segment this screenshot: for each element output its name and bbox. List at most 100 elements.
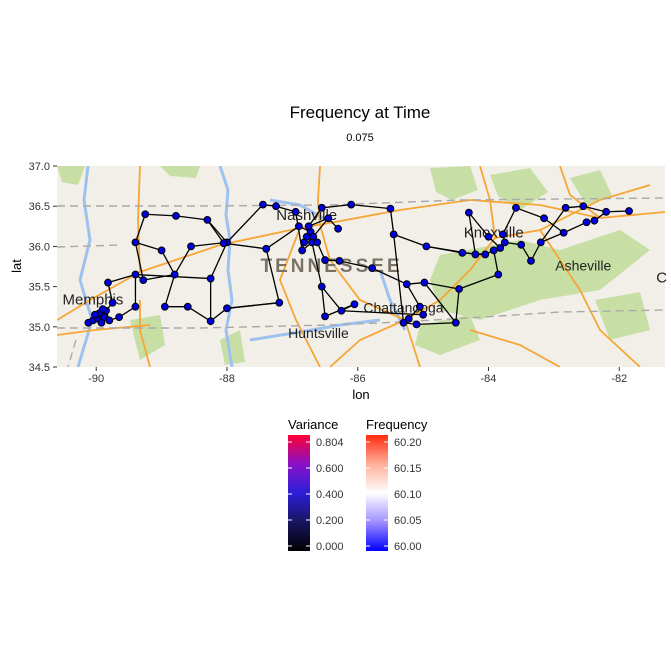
x-tick-label: -82 — [611, 373, 627, 385]
network-node — [579, 202, 588, 211]
network-node — [298, 246, 307, 255]
network-node — [139, 276, 148, 285]
network-node — [389, 230, 398, 239]
network-edge — [371, 267, 408, 285]
x-axis: -90 -88 -86 -84 -82 — [88, 367, 627, 385]
legend-tick-label: 0.000 — [316, 541, 344, 553]
x-tick-label: -90 — [88, 373, 104, 385]
y-axis: 34.5 35.0 35.5 36.0 36.5 37.0 — [29, 161, 57, 374]
y-axis-title: lat — [9, 259, 24, 273]
network-nodes — [84, 200, 633, 329]
network-edge — [226, 204, 264, 243]
network-node — [464, 208, 473, 217]
legend-tick-label: 60.20 — [394, 437, 422, 449]
network-node — [104, 278, 112, 287]
legend-variance-colorbar — [288, 435, 310, 551]
legend-frequency-title: Frequency — [366, 417, 428, 432]
legend-tick-label: 0.200 — [316, 515, 344, 527]
network-node — [451, 318, 460, 327]
network-node — [259, 200, 267, 209]
network-edge — [341, 310, 424, 316]
x-axis-title: lon — [352, 387, 369, 402]
network-node — [540, 214, 548, 223]
network-node — [157, 246, 166, 255]
network-node — [559, 228, 568, 237]
legend-tick-label: 60.05 — [394, 515, 422, 527]
network-node — [131, 302, 140, 311]
network-node — [291, 207, 300, 216]
network-node — [272, 202, 280, 211]
network-edge — [321, 203, 352, 209]
chart-title: Frequency at Time — [290, 103, 431, 122]
network-edge — [339, 260, 373, 269]
network-edge — [406, 283, 421, 308]
network-node — [494, 270, 503, 279]
network-node — [625, 207, 633, 215]
network-node — [304, 222, 313, 231]
network-edge — [321, 286, 342, 312]
network-edge — [543, 217, 565, 234]
network-node — [402, 280, 411, 289]
network-node — [321, 312, 329, 321]
network-node — [582, 218, 591, 227]
map-panel: MemphisNashvilleTENNESSEEKnoxvilleAshevi… — [57, 166, 667, 367]
legend-tick-label: 0.600 — [316, 463, 344, 475]
network-node — [419, 310, 428, 319]
network-node — [350, 300, 359, 309]
network-node — [368, 264, 377, 273]
network-node — [98, 305, 107, 314]
network-edge — [164, 274, 176, 307]
network-node — [317, 282, 326, 291]
legend-variance: Variance 0.000 0.200 0.400 0.600 0.804 — [288, 417, 344, 553]
network-node — [527, 256, 535, 265]
network-edge — [515, 207, 545, 219]
network-edge — [161, 250, 176, 275]
network-node — [91, 310, 99, 319]
network-node — [481, 250, 490, 259]
network-edge — [493, 250, 499, 275]
legend-tick-label: 0.804 — [316, 437, 344, 449]
network-edge — [563, 221, 587, 234]
network-edge — [393, 233, 427, 248]
network-edge — [416, 322, 456, 326]
network-edge — [143, 273, 175, 281]
network-edge — [107, 273, 136, 284]
network-node — [420, 278, 429, 287]
network-edge — [312, 217, 329, 238]
network-node — [294, 222, 303, 231]
network-edge — [502, 207, 517, 235]
network-node — [203, 215, 212, 224]
legend-frequency: Frequency 60.00 60.05 60.10 60.15 60.20 — [366, 417, 428, 553]
y-tick-label: 34.5 — [29, 362, 50, 374]
network-node — [223, 304, 231, 313]
network-node — [108, 298, 117, 307]
network-edge — [206, 219, 225, 244]
network-node — [500, 238, 509, 247]
network-node — [455, 285, 463, 293]
map-label-tennessee: TENNESSEE — [261, 256, 403, 277]
network-node — [590, 216, 599, 225]
network-node — [422, 242, 431, 251]
network-edge — [468, 212, 477, 255]
network-edge — [458, 273, 499, 290]
network-edge — [210, 242, 228, 279]
network-node — [219, 239, 228, 248]
network-node — [399, 318, 408, 327]
network-node — [415, 302, 424, 311]
network-node — [512, 203, 520, 212]
network-node — [262, 244, 271, 253]
network-node — [187, 242, 195, 251]
network-node — [206, 317, 215, 326]
network-node — [206, 274, 215, 283]
network-edge — [135, 241, 162, 252]
network-edge — [540, 232, 564, 243]
network-node — [496, 244, 505, 252]
legend-variance-ticks: 0.000 0.200 0.400 0.600 0.804 — [288, 437, 344, 553]
network-node — [313, 238, 322, 247]
y-tick-label: 37.0 — [29, 161, 50, 173]
network-edge — [134, 242, 144, 281]
map-label-memphis: Memphis — [63, 291, 124, 308]
network-node — [309, 232, 318, 241]
network-node — [484, 232, 493, 241]
network-edge — [311, 242, 323, 287]
